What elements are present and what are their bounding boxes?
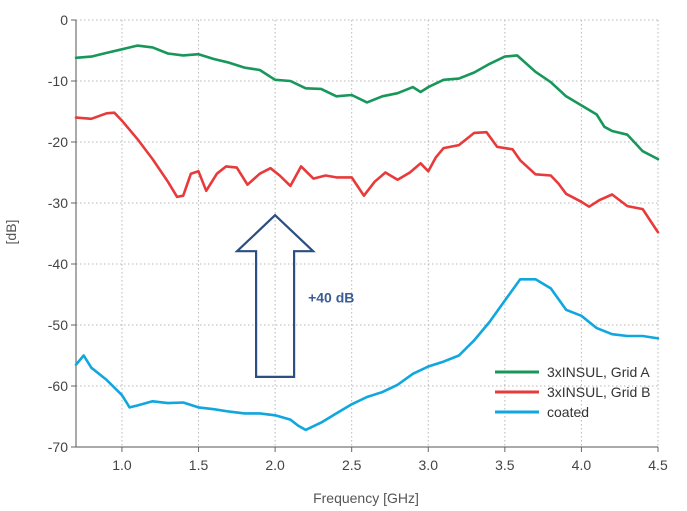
x-tick-label: 1.0 xyxy=(112,457,132,473)
x-axis-title: Frequency [GHz] xyxy=(313,490,419,506)
x-tick-label: 3.5 xyxy=(495,457,515,473)
x-tick-label: 2.5 xyxy=(342,457,362,473)
grid-lines xyxy=(76,19,659,447)
y-tick-label: -10 xyxy=(48,73,68,89)
series-line xyxy=(74,111,660,234)
y-tick-label: -20 xyxy=(48,134,68,150)
legend-label: 3xINSUL, Grid B xyxy=(547,384,650,400)
x-tick-label: 2.0 xyxy=(265,457,285,473)
annotation: +40 dB xyxy=(234,213,354,378)
x-tick-label: 4.0 xyxy=(572,457,592,473)
x-tick-label: 1.5 xyxy=(189,457,209,473)
series-lines xyxy=(74,44,660,432)
legend-label: 3xINSUL, Grid A xyxy=(547,364,650,380)
x-tick-label: 4.5 xyxy=(648,457,668,473)
axis-labels: Frequency [GHz] [dB] xyxy=(3,220,419,506)
legend: 3xINSUL, Grid A 3xINSUL, Grid B coated xyxy=(495,364,650,420)
y-tick-label: -30 xyxy=(48,195,68,211)
series-line xyxy=(74,44,660,161)
up-arrow-icon xyxy=(234,213,316,378)
series-line xyxy=(74,278,660,432)
x-tick-label: 3.0 xyxy=(419,457,439,473)
y-tick-label: -40 xyxy=(48,256,68,272)
axes: 0 -10 -20 -30 -40 -50 -60 -70 1.0 1.5 2.0 2.5 3.0 3.5… xyxy=(48,12,668,473)
y-axis-title: [dB] xyxy=(3,220,19,245)
legend-label: coated xyxy=(547,404,589,420)
y-tick-label: -60 xyxy=(48,378,68,394)
annotation-label: +40 dB xyxy=(308,290,354,306)
y-tick-label: -50 xyxy=(48,317,68,333)
y-tick-label: -70 xyxy=(48,439,68,455)
y-tick-label: 0 xyxy=(60,12,68,28)
